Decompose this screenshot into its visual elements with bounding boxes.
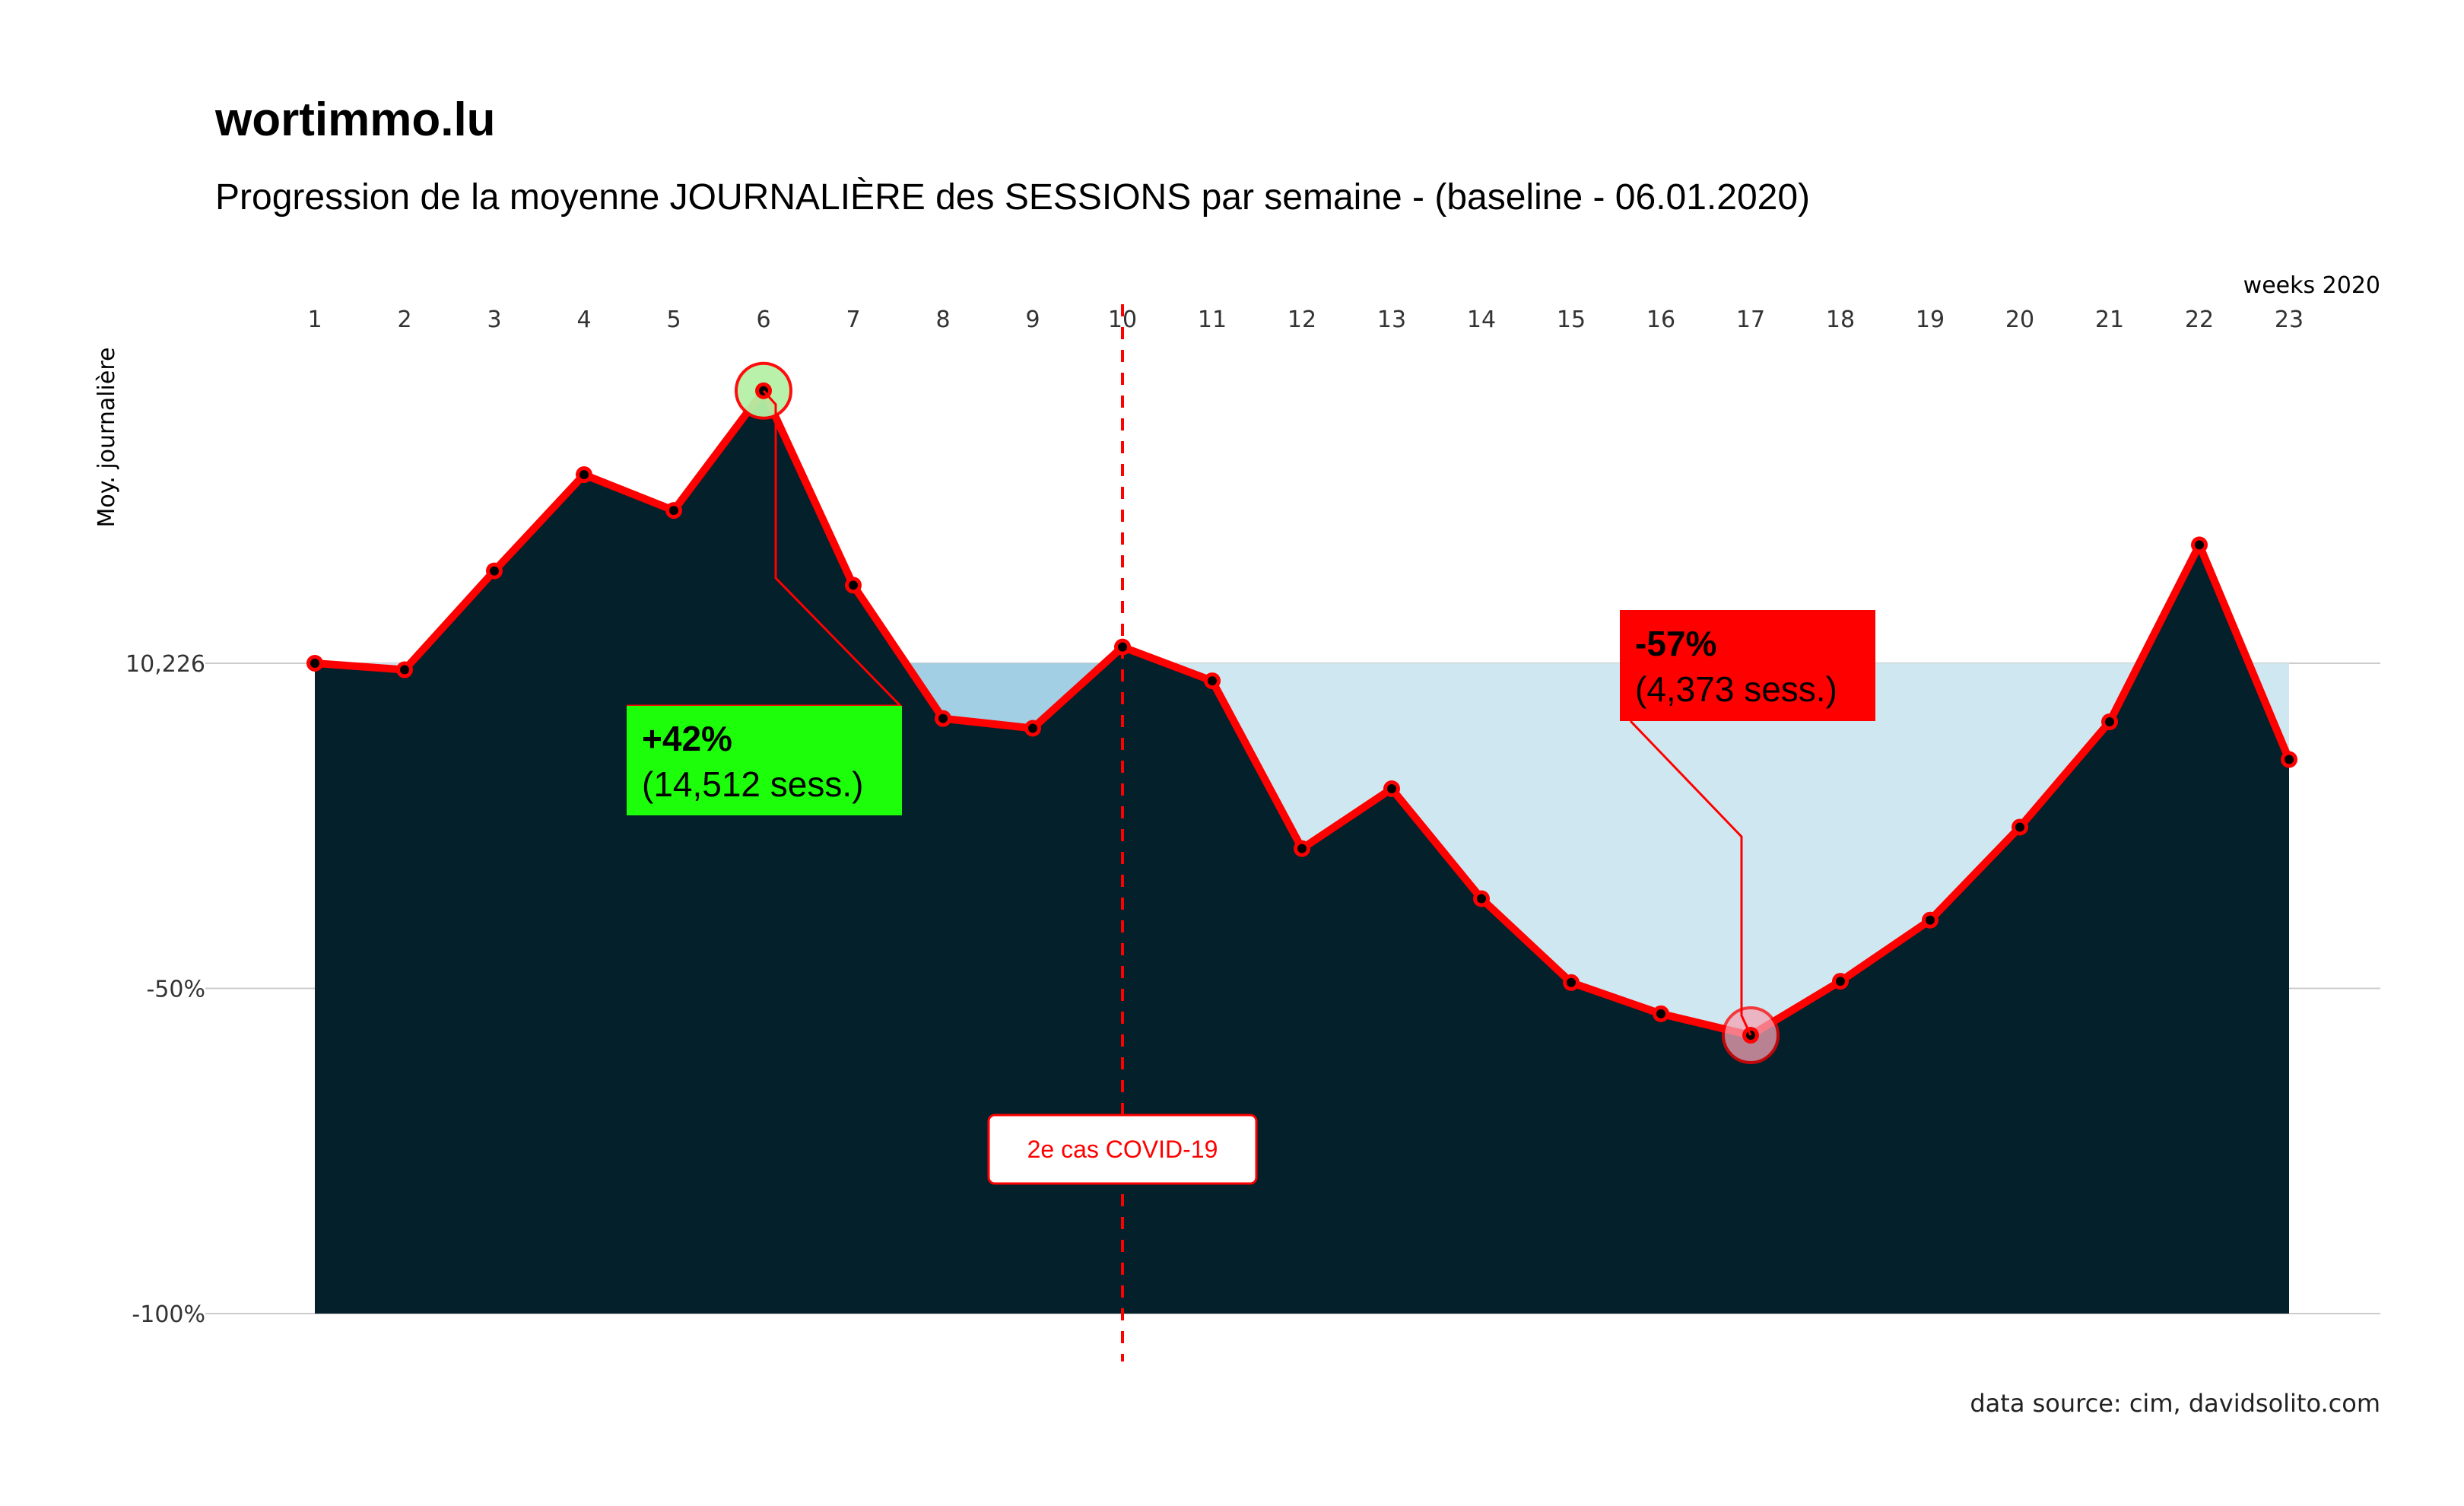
x-tick-label: 2 <box>397 307 411 333</box>
x-tick-label: 7 <box>846 307 860 333</box>
data-point-center <box>1028 723 1037 733</box>
data-point-center <box>1567 977 1576 987</box>
data-point-center <box>1656 1009 1665 1018</box>
data-point-center <box>400 665 409 675</box>
data-point-center <box>1836 977 1845 987</box>
loss-pct: -57% <box>1635 624 1716 663</box>
data-point-center <box>938 713 948 723</box>
x-tick-label: 9 <box>1025 307 1040 333</box>
data-point-center <box>2015 822 2024 832</box>
loss-sessions: (4,373 sess.) <box>1635 669 1837 709</box>
x-tick-label: 3 <box>487 307 501 333</box>
data-point-center <box>1297 844 1307 853</box>
data-point-center <box>2105 716 2114 726</box>
x-tick-label: 11 <box>1198 307 1227 333</box>
chart-title: wortimmo.lu <box>214 94 496 146</box>
covid-annotation: 2e cas COVID-19 <box>987 304 1258 1361</box>
x-tick-label: 16 <box>1646 307 1675 333</box>
x-tick-label: 13 <box>1377 307 1406 333</box>
x-tick-label: 22 <box>2185 307 2214 333</box>
x-tick-label: 20 <box>2005 307 2034 333</box>
data-point-center <box>1926 915 1935 925</box>
data-markers <box>306 382 2297 1044</box>
gain-box <box>627 706 902 815</box>
x-axis: 1 2 3 4 5 6 7 8 9 10 11 12 13 14 15 16 17 18 19 20 21 22 23 <box>307 307 2304 333</box>
x-tick-label: 21 <box>2095 307 2124 333</box>
data-point-center <box>1208 676 1217 686</box>
callouts: +42% (14,512 sess.) -57% (4,373 sess.) <box>627 389 1875 1036</box>
x-tick-label: 6 <box>756 307 770 333</box>
source-note: data source: cim, davidsolito.com <box>1970 1389 2380 1418</box>
gain-sessions: (14,512 sess.) <box>642 764 863 804</box>
loss-leader <box>1629 720 1752 1036</box>
x-tick-label: 14 <box>1467 307 1496 333</box>
data-point-center <box>1118 642 1127 652</box>
x-tick-label: 1 <box>307 307 322 333</box>
gain-pct: +42% <box>642 719 732 758</box>
x-tick-label: 19 <box>1916 307 1945 333</box>
data-point-center <box>579 470 589 480</box>
data-point-center <box>1477 894 1486 904</box>
x-tick-label: 12 <box>1288 307 1316 333</box>
x-tick-label: 4 <box>576 307 591 333</box>
y-tick-label: -100% <box>132 1301 205 1328</box>
data-point-center <box>490 566 499 576</box>
loss-box <box>1620 610 1875 721</box>
data-point-center <box>310 659 319 668</box>
x-tick-label: 5 <box>666 307 681 333</box>
covid-label-box <box>987 1114 1258 1185</box>
y-axis-title: Moy. journalière <box>94 348 120 528</box>
data-point-center <box>849 580 858 590</box>
data-point-center <box>2195 540 2204 550</box>
data-point-center <box>1387 784 1396 794</box>
x-tick-label: 8 <box>935 307 950 333</box>
covid-label: 2e cas COVID-19 <box>1027 1136 1218 1163</box>
x-axis-title: weeks 2020 <box>2243 272 2380 299</box>
y-tick-label: -50% <box>146 977 205 1003</box>
x-tick-label: 23 <box>2275 307 2304 333</box>
x-tick-label: 15 <box>1557 307 1586 333</box>
data-point-center <box>2285 755 2294 764</box>
y-axis: 10,226 -50% -100% <box>125 651 205 1328</box>
data-point-center <box>669 506 678 516</box>
chart-subtitle: Progression de la moyenne JOURNALIÈRE de… <box>215 177 1810 218</box>
x-tick-label: 18 <box>1826 307 1855 333</box>
x-tick-label: 17 <box>1736 307 1765 333</box>
y-tick-label: 10,226 <box>125 651 205 678</box>
